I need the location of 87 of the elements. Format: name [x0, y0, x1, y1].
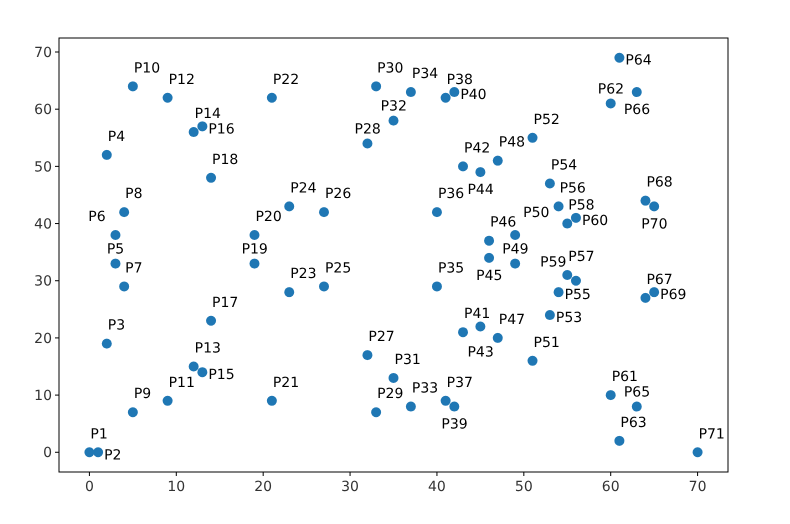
annotation: P61 [612, 369, 638, 386]
x-tick-label: 70 [688, 479, 707, 495]
annotation: P3 [108, 318, 126, 334]
annotation: P50 [523, 204, 550, 221]
x-tick-label: 60 [602, 479, 620, 495]
annotation: P24 [290, 180, 317, 196]
annotation: P37 [446, 374, 473, 391]
y-tick-label: 70 [34, 44, 52, 61]
annotation: P26 [324, 186, 352, 202]
annotation: P45 [476, 268, 502, 284]
annotation: P55 [564, 287, 591, 304]
annotation: P15 [208, 367, 235, 384]
annotation: P64 [625, 52, 652, 69]
annotation: P29 [377, 386, 404, 402]
annotation: P2 [104, 447, 122, 464]
annotation: P34 [412, 66, 438, 82]
annotation: P35 [438, 260, 464, 276]
annotation: P46 [490, 214, 516, 231]
annotation: P20 [255, 208, 282, 225]
annotation: P28 [354, 122, 381, 138]
annotation: P49 [502, 242, 528, 258]
annotation: P7 [125, 260, 143, 276]
annotation: P66 [624, 102, 650, 118]
annotation: P30 [377, 60, 404, 76]
annotation: P22 [272, 72, 300, 88]
annotation: P10 [134, 60, 160, 76]
y-tick-label: 10 [34, 388, 52, 404]
annotation: P54 [550, 158, 578, 174]
annotation: P69 [660, 287, 686, 304]
annotation: P8 [125, 186, 143, 202]
annotation: P6 [88, 208, 106, 225]
annotation: P18 [212, 152, 238, 168]
x-tick-label: 20 [254, 479, 272, 495]
annotation: P60 [582, 212, 608, 229]
annotation: P57 [568, 249, 595, 266]
x-tick-label: 50 [514, 479, 533, 495]
annotation: P17 [212, 294, 238, 311]
annotation: P12 [168, 72, 195, 88]
annotation: P19 [242, 242, 268, 258]
annotation: P32 [380, 98, 407, 115]
annotation: P65 [624, 384, 650, 401]
annotation: P43 [467, 344, 494, 360]
x-tick-label: 10 [167, 479, 186, 495]
annotation: P5 [106, 242, 124, 258]
y-tick-label: 30 [34, 274, 52, 290]
annotation: P70 [641, 216, 668, 232]
annotation: P9 [134, 386, 152, 402]
annotation: P62 [598, 81, 624, 98]
annotation: P56 [560, 180, 586, 196]
annotation: P59 [540, 254, 566, 271]
annotation: P39 [441, 416, 468, 433]
annotation: P63 [620, 414, 647, 431]
annotation: P38 [446, 72, 473, 88]
annotation: P41 [464, 306, 490, 322]
annotation: P4 [108, 128, 126, 145]
annotation: P31 [394, 352, 421, 368]
annotation: P67 [646, 272, 673, 288]
x-tick-label: 30 [341, 479, 359, 495]
x-tick-label: 0 [84, 479, 94, 495]
annotation: P11 [168, 374, 195, 391]
y-tick-label: 60 [34, 102, 52, 118]
y-tick-label: 50 [34, 159, 52, 176]
annotation: P23 [290, 266, 317, 282]
annotation: P42 [464, 140, 490, 156]
annotation: P48 [498, 134, 526, 151]
annotation: P25 [324, 260, 352, 276]
y-tick-label: 20 [34, 330, 52, 347]
annotation: P47 [498, 312, 526, 328]
annotation: P21 [272, 374, 300, 391]
annotation: P40 [460, 87, 487, 104]
annotation: P68 [646, 174, 673, 191]
annotation: P36 [438, 186, 464, 202]
annotation: P13 [194, 340, 221, 356]
annotation: P58 [568, 198, 595, 214]
annotation: P44 [467, 182, 494, 198]
annotation: P33 [412, 380, 438, 397]
y-tick-label: 0 [43, 445, 52, 462]
y-tick-label: 40 [34, 216, 52, 232]
annotation: P71 [698, 426, 725, 442]
annotation: P14 [194, 106, 222, 122]
annotation: P51 [534, 334, 560, 351]
annotation: P53 [556, 310, 582, 326]
annotation: P1 [90, 426, 108, 442]
annotation: P16 [208, 121, 235, 138]
annotation: P52 [534, 112, 560, 128]
x-tick-label: 40 [428, 479, 446, 495]
annotation: P27 [368, 329, 395, 346]
